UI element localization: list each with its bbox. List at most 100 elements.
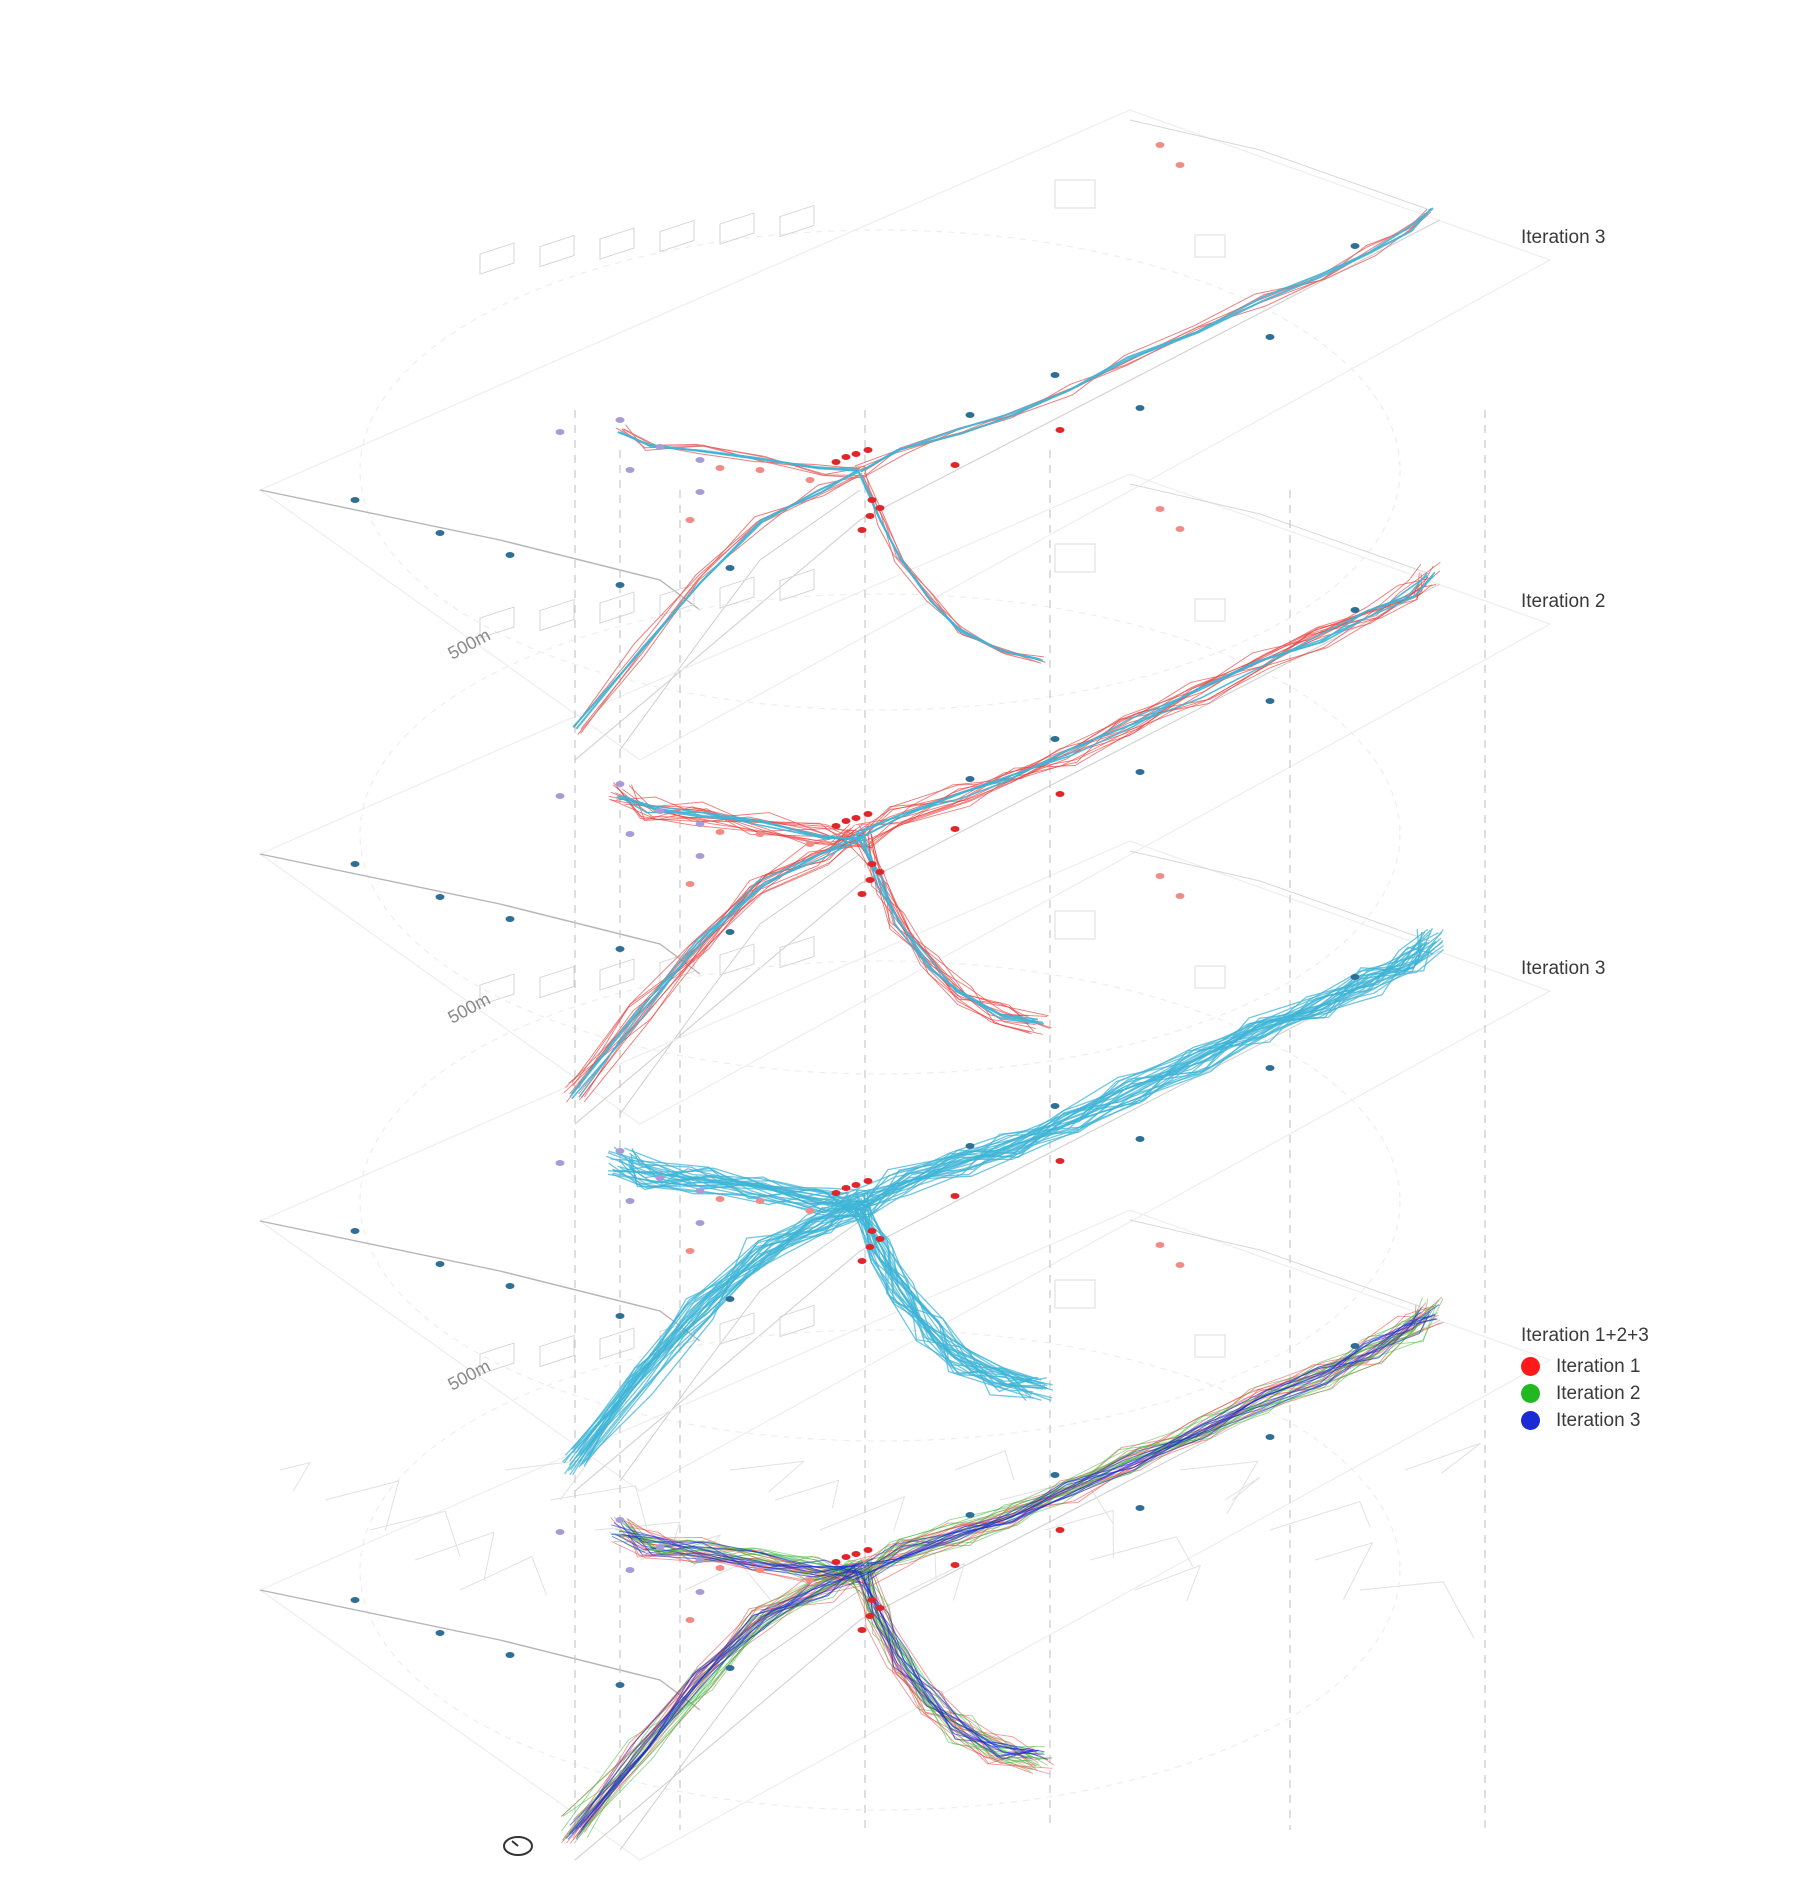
trajectory-trace xyxy=(578,831,866,1089)
trajectory-trace xyxy=(866,1559,1028,1760)
building-footprint xyxy=(1054,1279,1096,1309)
marker-dot xyxy=(875,505,885,511)
marker-dot xyxy=(867,861,877,867)
trajectory-trace xyxy=(859,473,1043,662)
marker-dot xyxy=(755,467,765,473)
road-outline xyxy=(619,489,861,751)
trajectory-trace xyxy=(622,428,860,470)
marker-dot xyxy=(857,891,867,897)
marker-dot xyxy=(350,861,360,867)
marker-dot xyxy=(841,1185,851,1191)
building-footprint xyxy=(599,1327,635,1360)
trajectory-trace xyxy=(582,1557,873,1831)
marker-dot xyxy=(655,444,665,450)
trajectory-trace xyxy=(583,837,861,1102)
base-map-street xyxy=(1134,1564,1202,1602)
building-footprint xyxy=(1054,179,1096,209)
trajectory-trace xyxy=(569,1566,856,1826)
trajectory-trace xyxy=(858,838,1044,1024)
trajectory-trace xyxy=(607,1170,858,1215)
trajectory-trace xyxy=(608,1150,850,1213)
trajectory-trace xyxy=(586,1576,868,1838)
trajectory-trace xyxy=(855,1190,1035,1399)
building-footprint xyxy=(719,212,755,245)
marker-dot xyxy=(1055,427,1065,433)
road-outline xyxy=(619,853,861,1115)
trajectory-trace xyxy=(858,835,1035,1032)
marker-dot xyxy=(805,1208,815,1214)
marker-dot xyxy=(1265,1065,1275,1071)
trajectory-trace xyxy=(850,1562,1048,1766)
building-footprint xyxy=(719,1312,755,1345)
marker-dot xyxy=(1135,1136,1145,1142)
context-plate-2 xyxy=(258,473,1552,1125)
base-map-street xyxy=(369,1510,461,1557)
marker-dot xyxy=(1350,607,1360,613)
trajectory-trace xyxy=(566,841,849,1103)
marker-dot xyxy=(865,877,875,883)
marker-dot xyxy=(715,465,725,471)
marker-dot xyxy=(857,1258,867,1264)
marker-dot xyxy=(865,1244,875,1250)
trajectory-trace xyxy=(856,1194,1045,1384)
trajectory-trace xyxy=(864,472,1039,663)
trajectory-trace xyxy=(570,1213,854,1471)
marker-dot xyxy=(841,1554,851,1560)
trajectory-trace xyxy=(575,1569,856,1830)
marker-dot xyxy=(965,1143,975,1149)
marker-dot xyxy=(715,1196,725,1202)
marker-dot xyxy=(695,489,705,495)
marker-dot xyxy=(725,1665,735,1671)
marker-dot xyxy=(615,1517,625,1523)
trajectory-trace xyxy=(847,954,1419,1200)
building-footprint xyxy=(1054,543,1096,573)
marker-dot xyxy=(655,1175,665,1181)
building-footprint xyxy=(1194,234,1226,258)
trajectory-trace xyxy=(861,1212,1053,1399)
marker-dot xyxy=(625,1198,635,1204)
road-outline xyxy=(1129,1219,1431,1311)
trajectory-trace xyxy=(628,1157,849,1208)
marker-dot xyxy=(695,1220,705,1226)
trajectory-trace xyxy=(575,469,858,730)
marker-dot xyxy=(625,467,635,473)
building-footprint xyxy=(779,568,815,602)
legend-swatch-green xyxy=(1521,1384,1540,1403)
base-map-street xyxy=(774,1479,840,1509)
marker-dot xyxy=(1155,1242,1165,1248)
building-footprint xyxy=(779,935,815,969)
marker-dot xyxy=(615,1682,625,1688)
trajectory-trace xyxy=(569,1571,853,1845)
marker-dot xyxy=(755,1567,765,1573)
building-footprint xyxy=(479,606,515,639)
plate-outline xyxy=(258,1209,1552,1861)
legend: Iteration 1+2+3 Iteration 1 Iteration 2 … xyxy=(1521,1325,1649,1434)
marker-dot xyxy=(555,429,565,435)
marker-dot xyxy=(1175,162,1185,168)
marker-dot xyxy=(831,823,841,829)
road-outline xyxy=(574,1319,1441,1861)
trajectory-trace xyxy=(870,1563,1033,1770)
building-footprint xyxy=(539,598,575,632)
base-map-street xyxy=(1044,1509,1114,1559)
trajectory-trace xyxy=(567,1570,862,1840)
trajectory-trace xyxy=(846,928,1433,1202)
road-outline xyxy=(619,1220,861,1482)
trajectory-trace xyxy=(577,476,859,735)
marker-dot xyxy=(965,1512,975,1518)
road-outline xyxy=(259,1220,701,1342)
layer-label-third: Iteration 3 xyxy=(1521,958,1606,979)
marker-dot xyxy=(725,929,735,935)
trajectory-trace xyxy=(616,796,854,837)
marker-dot xyxy=(1055,1158,1065,1164)
building-footprint xyxy=(479,1342,515,1375)
marker-dot xyxy=(1050,736,1060,742)
trajectory-trace xyxy=(873,1298,1444,1566)
trajectory-trace xyxy=(580,1561,864,1831)
trajectory-trace xyxy=(608,1162,868,1218)
marker-dot xyxy=(695,853,705,859)
marker-dot xyxy=(505,1283,515,1289)
trajectory-trace xyxy=(864,948,1424,1203)
trajectory-trace xyxy=(577,1577,862,1835)
marker-dot xyxy=(685,1248,695,1254)
